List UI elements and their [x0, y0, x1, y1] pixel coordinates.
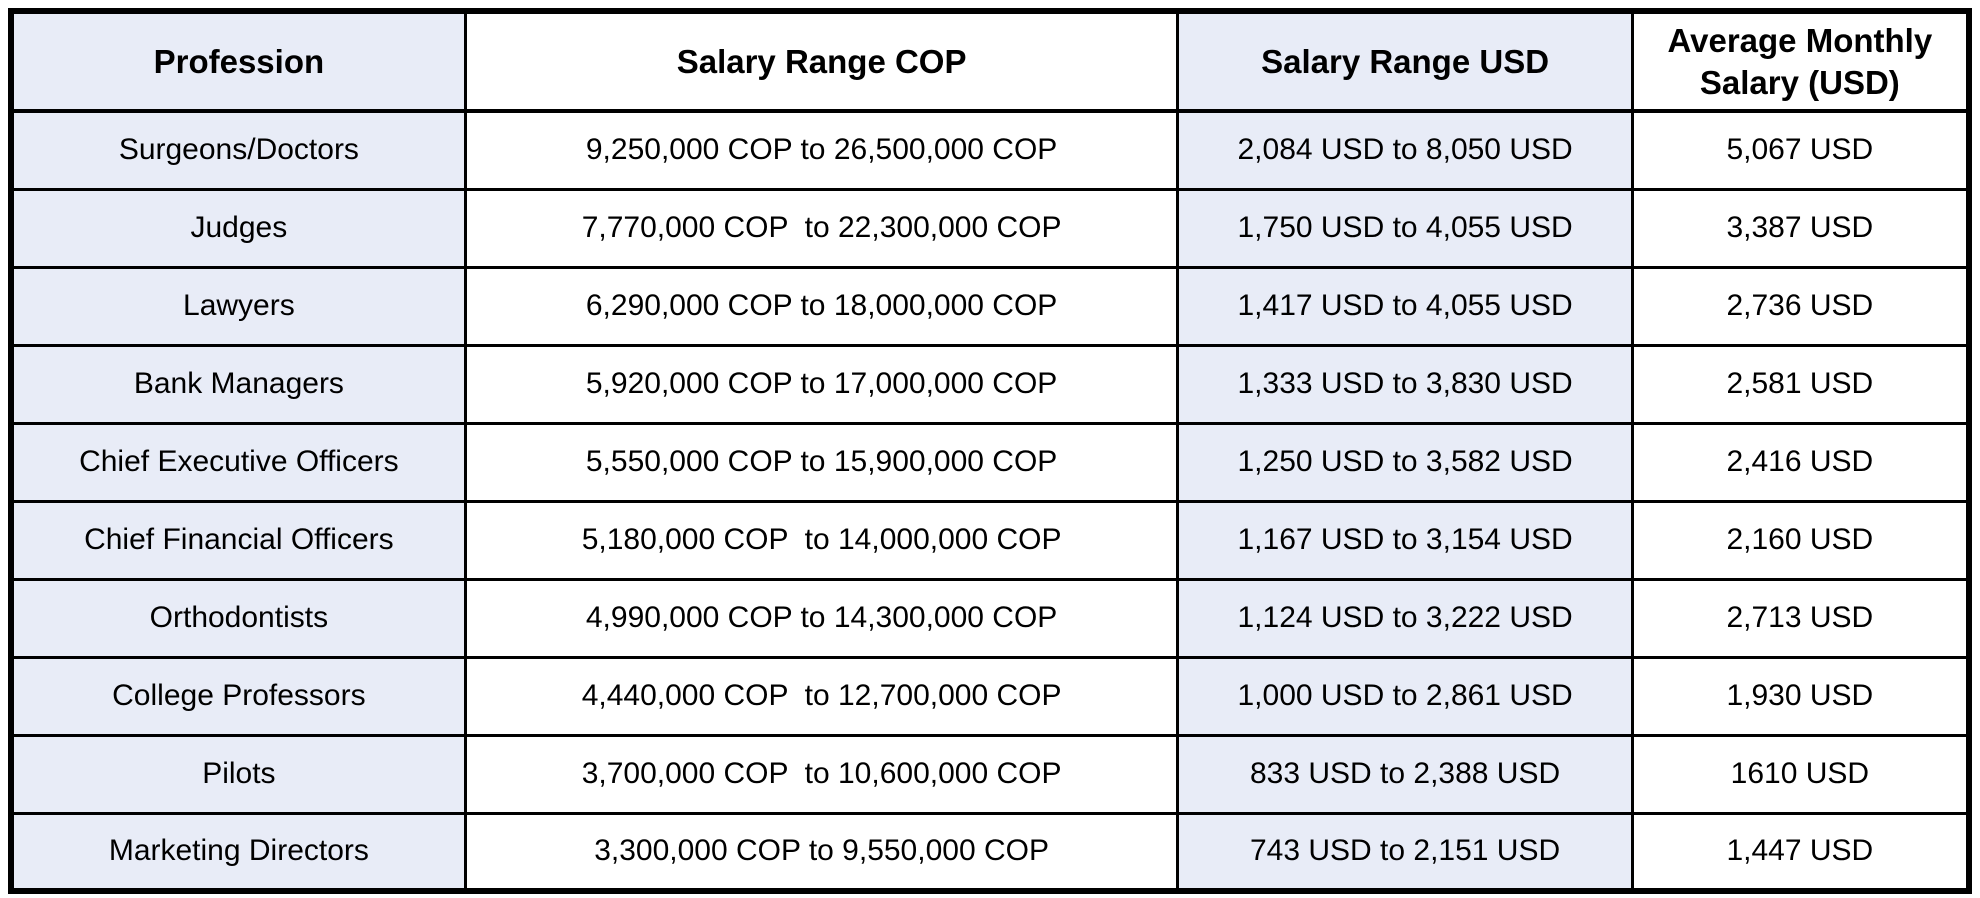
cell-salary-range-usd: 1,250 USD to 3,582 USD: [1176, 421, 1634, 503]
cell-salary-range-cop: 3,700,000 COP to 10,600,000 COP: [463, 733, 1180, 815]
cell-profession: Marketing Directors: [9, 811, 467, 893]
cell-profession: Chief Financial Officers: [9, 499, 467, 581]
table-row: Surgeons/Doctors 9,250,000 COP to 26,500…: [9, 109, 1971, 191]
cell-salary-range-cop: 7,770,000 COP to 22,300,000 COP: [463, 187, 1180, 269]
cell-average-monthly-salary: 2,581 USD: [1630, 343, 1971, 425]
cell-average-monthly-salary: 1,447 USD: [1630, 811, 1971, 893]
cell-average-monthly-salary: 1,930 USD: [1630, 655, 1971, 737]
cell-salary-range-cop: 4,440,000 COP to 12,700,000 COP: [463, 655, 1180, 737]
table-row: Bank Managers 5,920,000 COP to 17,000,00…: [9, 343, 1971, 425]
table-row: Judges 7,770,000 COP to 22,300,000 COP 1…: [9, 187, 1971, 269]
cell-average-monthly-salary: 2,416 USD: [1630, 421, 1971, 503]
cell-profession: Judges: [9, 187, 467, 269]
table-row: Lawyers 6,290,000 COP to 18,000,000 COP …: [9, 265, 1971, 347]
header-salary-range-usd: Salary Range USD: [1176, 9, 1634, 113]
cell-salary-range-usd: 1,000 USD to 2,861 USD: [1176, 655, 1634, 737]
header-average-monthly-salary: Average Monthly Salary (USD): [1630, 9, 1971, 113]
cell-profession: Pilots: [9, 733, 467, 815]
header-salary-range-cop: Salary Range COP: [463, 9, 1180, 113]
cell-salary-range-cop: 6,290,000 COP to 18,000,000 COP: [463, 265, 1180, 347]
cell-salary-range-usd: 1,417 USD to 4,055 USD: [1176, 265, 1634, 347]
cell-profession: Bank Managers: [9, 343, 467, 425]
cell-salary-range-usd: 1,750 USD to 4,055 USD: [1176, 187, 1634, 269]
cell-profession: College Professors: [9, 655, 467, 737]
cell-salary-range-cop: 9,250,000 COP to 26,500,000 COP: [463, 109, 1180, 191]
salary-table: Profession Salary Range COP Salary Range…: [8, 8, 1972, 894]
cell-salary-range-usd: 833 USD to 2,388 USD: [1176, 733, 1634, 815]
table-row: Chief Financial Officers 5,180,000 COP t…: [9, 499, 1971, 581]
cell-average-monthly-salary: 2,160 USD: [1630, 499, 1971, 581]
cell-average-monthly-salary: 2,713 USD: [1630, 577, 1971, 659]
cell-salary-range-cop: 5,550,000 COP to 15,900,000 COP: [463, 421, 1180, 503]
cell-salary-range-cop: 5,180,000 COP to 14,000,000 COP: [463, 499, 1180, 581]
cell-average-monthly-salary: 3,387 USD: [1630, 187, 1971, 269]
cell-profession: Chief Executive Officers: [9, 421, 467, 503]
cell-salary-range-cop: 4,990,000 COP to 14,300,000 COP: [463, 577, 1180, 659]
table-row: Orthodontists 4,990,000 COP to 14,300,00…: [9, 577, 1971, 659]
cell-average-monthly-salary: 5,067 USD: [1630, 109, 1971, 191]
table-row: College Professors 4,440,000 COP to 12,7…: [9, 655, 1971, 737]
cell-average-monthly-salary: 1610 USD: [1630, 733, 1971, 815]
cell-profession: Orthodontists: [9, 577, 467, 659]
cell-profession: Surgeons/Doctors: [9, 109, 467, 191]
table-row: Pilots 3,700,000 COP to 10,600,000 COP 8…: [9, 733, 1971, 815]
cell-profession: Lawyers: [9, 265, 467, 347]
cell-salary-range-usd: 1,167 USD to 3,154 USD: [1176, 499, 1634, 581]
cell-salary-range-usd: 1,124 USD to 3,222 USD: [1176, 577, 1634, 659]
cell-average-monthly-salary: 2,736 USD: [1630, 265, 1971, 347]
table-row: Marketing Directors 3,300,000 COP to 9,5…: [9, 811, 1971, 893]
table-row: Chief Executive Officers 5,550,000 COP t…: [9, 421, 1971, 503]
cell-salary-range-cop: 3,300,000 COP to 9,550,000 COP: [463, 811, 1180, 893]
header-row: Profession Salary Range COP Salary Range…: [9, 9, 1971, 113]
cell-salary-range-usd: 1,333 USD to 3,830 USD: [1176, 343, 1634, 425]
header-profession: Profession: [9, 9, 467, 113]
cell-salary-range-usd: 2,084 USD to 8,050 USD: [1176, 109, 1634, 191]
cell-salary-range-cop: 5,920,000 COP to 17,000,000 COP: [463, 343, 1180, 425]
cell-salary-range-usd: 743 USD to 2,151 USD: [1176, 811, 1634, 893]
